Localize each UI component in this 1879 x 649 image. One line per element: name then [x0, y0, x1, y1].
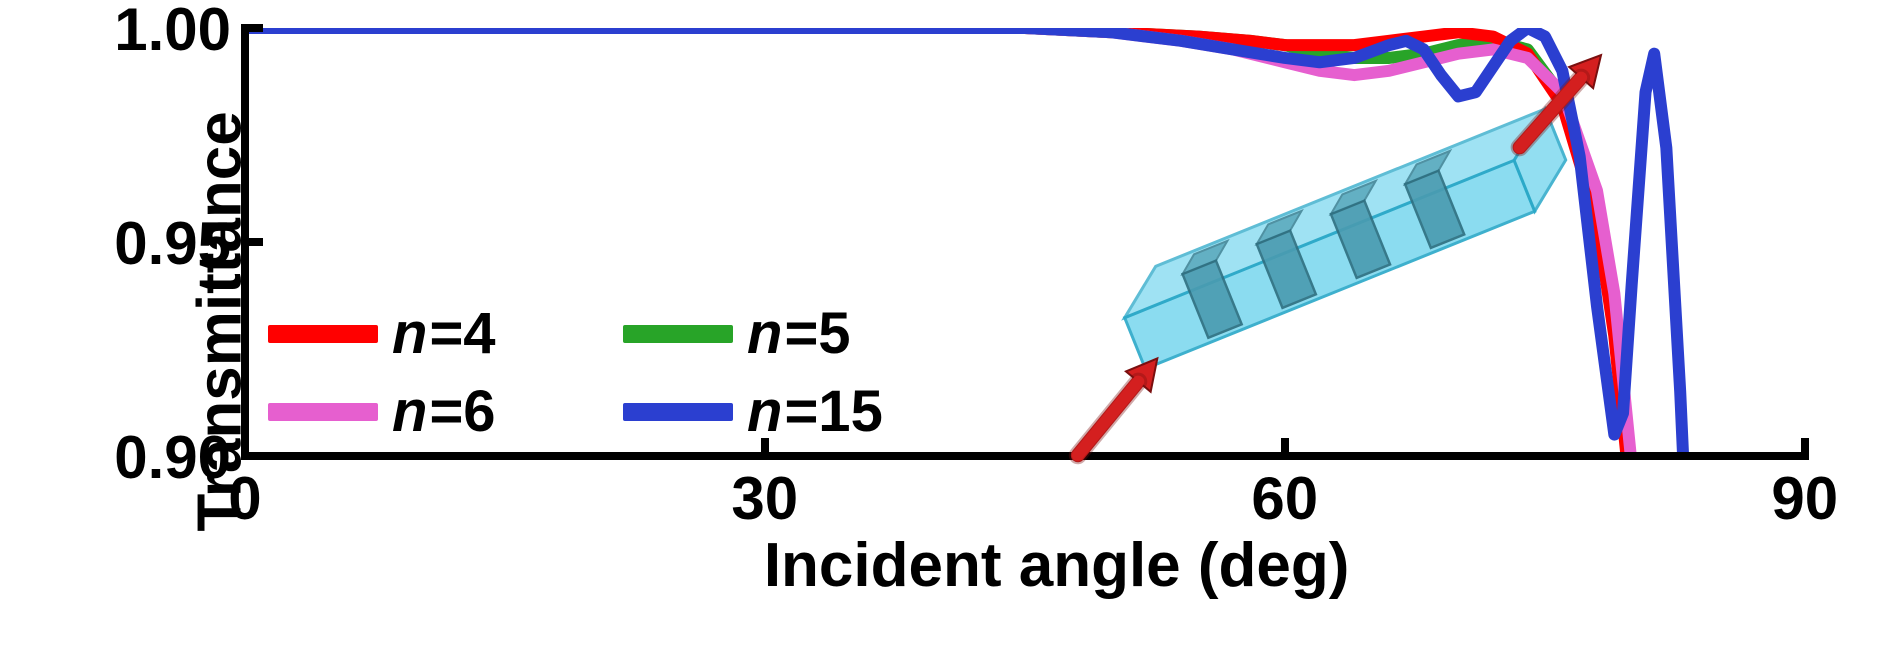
x-axis-label: Incident angle (deg): [764, 530, 1350, 601]
legend-item: n=15: [623, 378, 883, 445]
legend-item: n=6: [268, 378, 496, 445]
legend-swatch: [623, 325, 733, 343]
y-tick-label: 0.95: [114, 209, 231, 278]
x-tick-label: 90: [1771, 464, 1838, 533]
x-tick-label: 30: [731, 464, 798, 533]
x-tick-label: 60: [1251, 464, 1318, 533]
legend-swatch: [268, 403, 378, 421]
y-tick-label: 0.90: [114, 423, 231, 492]
x-tick-label: 0: [228, 464, 261, 533]
legend-item: n=5: [623, 300, 851, 367]
legend-label: n=4: [392, 300, 496, 367]
legend-swatch: [268, 325, 378, 343]
y-tick-label: 1.00: [114, 0, 231, 64]
legend-item: n=4: [268, 300, 496, 367]
legend-swatch: [623, 403, 733, 421]
legend-label: n=6: [392, 378, 496, 445]
transmittance-chart: Transmittance Incident angle (deg) 03060…: [0, 0, 1879, 649]
legend-label: n=15: [747, 378, 883, 445]
legend-label: n=5: [747, 300, 851, 367]
